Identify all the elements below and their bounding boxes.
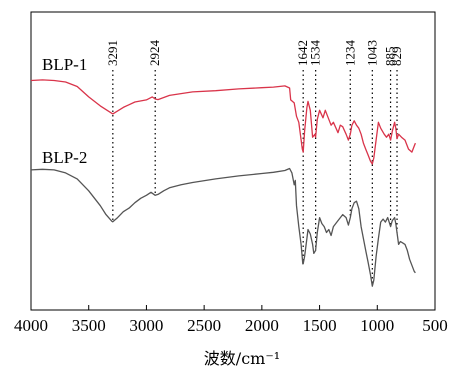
peak-label: 829 (389, 47, 404, 67)
peak-label: 2924 (147, 40, 162, 67)
x-tick-label: 3000 (129, 316, 163, 335)
x-axis: 4000 3500 3000 2500 2000 1500 1000 500 (14, 305, 448, 335)
x-tick-label: 2000 (245, 316, 279, 335)
x-tick-label: 1000 (360, 316, 394, 335)
x-tick-label: 1500 (303, 316, 337, 335)
x-tick-label: 4000 (14, 316, 48, 335)
peak-label: 885 (383, 47, 398, 67)
x-tick-label: 500 (422, 316, 448, 335)
series-label-blp-1: BLP-1 (42, 55, 87, 74)
x-axis-title: 波数/cm⁻¹ (204, 349, 280, 368)
peak-label: 1534 (308, 40, 323, 67)
plot-frame (30, 11, 436, 311)
series-layer (30, 79, 417, 287)
series-label-blp-2: BLP-2 (42, 148, 87, 167)
peak-label: 3291 (105, 40, 120, 66)
peak-label: 1043 (364, 40, 379, 66)
series-line-blp-1 (30, 79, 417, 165)
peak-label: 1234 (342, 40, 357, 67)
series-line-blp-2 (30, 167, 416, 287)
peak-label: 1642 (295, 40, 310, 66)
x-tick-label: 3500 (72, 316, 106, 335)
x-tick-label: 2500 (187, 316, 221, 335)
